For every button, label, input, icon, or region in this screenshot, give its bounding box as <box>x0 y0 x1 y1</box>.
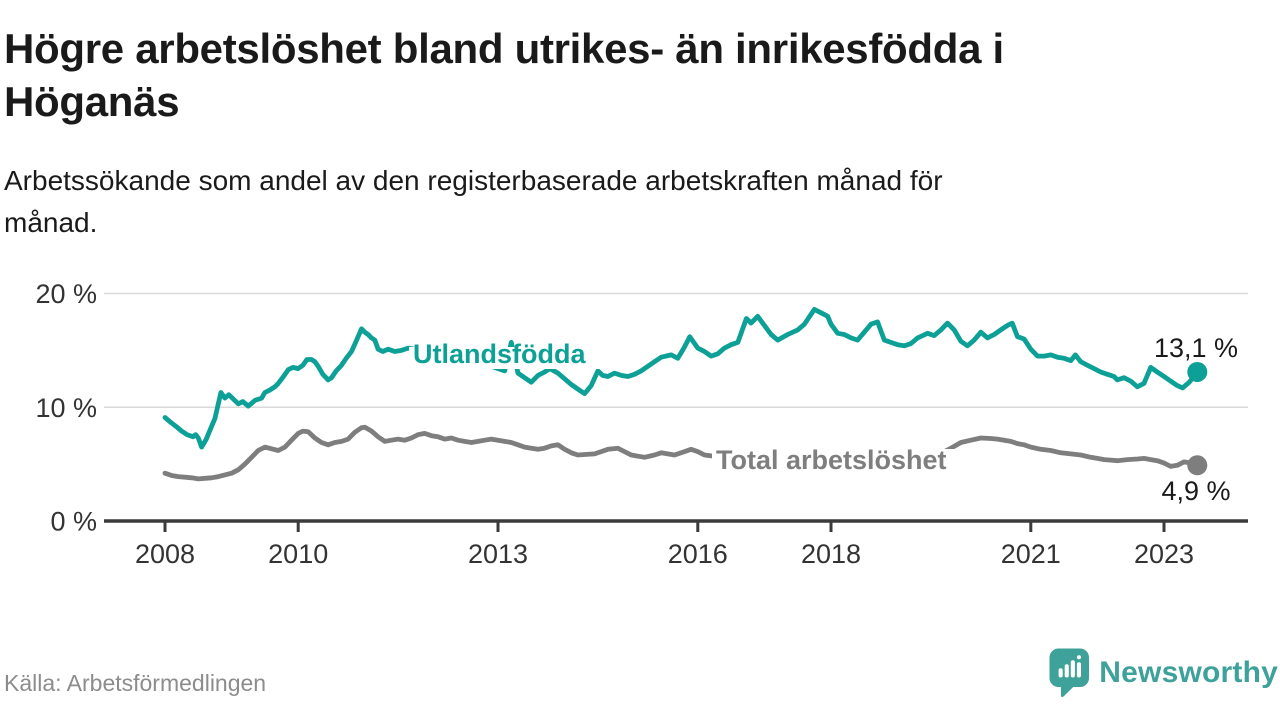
y-tick-label: 10 % <box>35 393 97 423</box>
page-title: Högre arbetslöshet bland utrikes- än inr… <box>4 22 1264 128</box>
y-tick-label: 20 % <box>35 279 97 309</box>
brand-wordmark: Newsworthy <box>1099 655 1278 689</box>
series-label-plate <box>712 449 992 474</box>
x-tick-label: 2018 <box>801 539 861 569</box>
page-title-line1: Högre arbetslöshet bland utrikes- än inr… <box>4 25 1004 72</box>
x-tick-label: 2008 <box>135 539 195 569</box>
x-tick-label: 2016 <box>668 539 728 569</box>
series-label: Total arbetslöshet <box>716 445 947 475</box>
x-tick-label: 2021 <box>1001 539 1061 569</box>
source-note: Källa: Arbetsförmedlingen <box>4 670 267 696</box>
series-end-value: 13,1 % <box>1154 333 1238 363</box>
x-tick-label: 2013 <box>468 539 528 569</box>
brand-logo: Newsworthy <box>1049 648 1278 697</box>
page-title-line2: Höganäs <box>4 78 180 125</box>
page-subtitle-line1: Arbetssökande som andel av den registerb… <box>4 165 943 196</box>
page-subtitle-line2: månad. <box>4 207 98 238</box>
y-tick-label: 0 % <box>50 507 97 537</box>
series-label-plate <box>409 347 613 369</box>
x-tick-label: 2023 <box>1134 539 1194 569</box>
series-end-dot <box>1187 361 1208 382</box>
series-line-total <box>162 424 1200 482</box>
speech-bubble-bar-chart-icon <box>1049 648 1090 697</box>
series-end-dot <box>1187 455 1208 476</box>
series-label: Utlandsfödda <box>413 339 586 369</box>
x-tick-label: 2010 <box>268 539 328 569</box>
series-line-utlandsfodda <box>162 306 1200 450</box>
series-end-value: 4,9 % <box>1161 476 1230 506</box>
page-subtitle: Arbetssökande som andel av den registerb… <box>4 160 1234 244</box>
